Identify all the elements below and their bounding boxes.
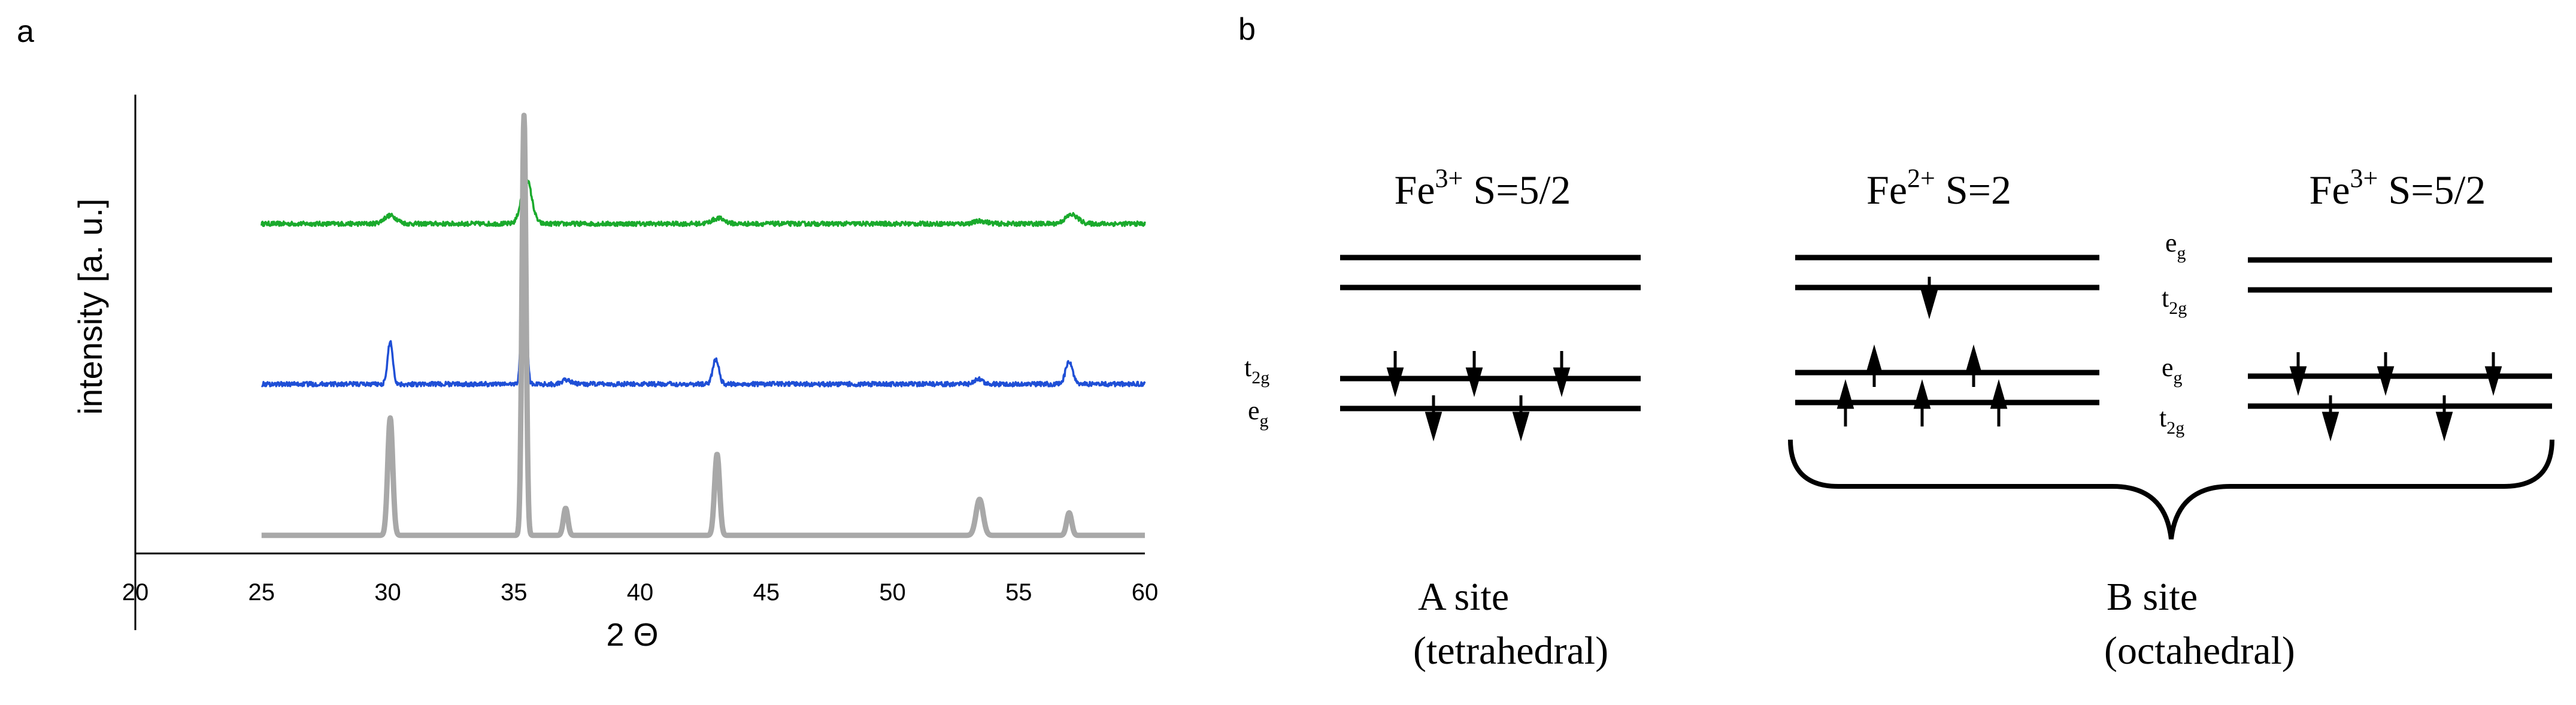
b-site-label-1-main: e <box>2165 228 2177 258</box>
fe3-b-levels <box>2248 257 2552 409</box>
a-site-ion: Fe <box>1395 167 1435 213</box>
b-site-label-1-sub: g <box>2177 243 2186 263</box>
x-axis-label: 2 Θ <box>606 617 658 653</box>
x-tick-label: 60 <box>1132 579 1159 606</box>
x-tick-label: 55 <box>1005 579 1032 606</box>
b-site-label-3-sub: g <box>2174 368 2183 388</box>
b-site-label-2-sub: 2g <box>2169 298 2187 318</box>
spin-arrows <box>1386 277 2502 441</box>
b-site-fe3-spin: S=5/2 <box>2378 167 2486 213</box>
a-site-upper-label-main: t <box>1244 353 1251 382</box>
a-site-spin: S=5/2 <box>1463 167 1571 213</box>
b-site-fe2-ion: Fe <box>1866 167 1907 213</box>
spin-up-arrow <box>1836 379 1854 426</box>
b-site-name: B site <box>2107 575 2198 619</box>
x-tick-labels: 20 25 30 35 40 45 50 55 60 <box>122 579 1159 606</box>
xrd-chart: 20 25 30 35 40 45 50 55 60 2 Θ intensity [a. u.] <box>71 95 1158 653</box>
b-site-fe2-label: Fe2+ S=2 <box>1866 164 2011 213</box>
b-site-fe2-spin: S=2 <box>1935 167 2011 213</box>
spin-down-arrow <box>2484 352 2502 396</box>
spin-up-arrow <box>1965 344 1983 387</box>
a-site-upper-label: t2g <box>1244 353 1269 388</box>
x-tick-label: 20 <box>122 579 149 606</box>
spin-down-arrow <box>2289 352 2307 396</box>
a-site-lower-label-sub: g <box>1260 411 1269 431</box>
spin-down-arrow <box>1465 351 1483 397</box>
b-site-label-4-sub: 2g <box>2166 418 2184 438</box>
x-tick-label: 45 <box>753 579 780 606</box>
b-site-fe3-ion: Fe <box>2310 167 2350 213</box>
b-site-fe3-label: Fe3+ S=5/2 <box>2310 164 2486 213</box>
spin-up-arrow <box>1990 379 2008 426</box>
x-tick-label: 30 <box>374 579 401 606</box>
spin-down-arrow <box>1425 395 1442 441</box>
panel-b-label: b <box>1238 12 1256 47</box>
spin-down-arrow <box>1920 277 1938 319</box>
b-site-geometry: (octahedral) <box>2104 629 2295 673</box>
a-site-lower-label-main: e <box>1248 396 1260 425</box>
spin-down-arrow <box>1386 351 1404 397</box>
energy-level-diagram: Fe3+ S=5/2 Fe2+ S=2 Fe3+ S=5/2 t2g <box>1244 164 2554 673</box>
b-site-fe2-charge: 2+ <box>1907 164 1935 193</box>
b-site-fe3-charge: 3+ <box>2350 164 2378 193</box>
series-line-3 <box>259 113 1147 538</box>
a-site-charge: 3+ <box>1435 164 1463 193</box>
a-site-levels <box>1340 255 1641 411</box>
x-tick-label: 50 <box>879 579 906 606</box>
a-site-name: A site <box>1418 575 1509 619</box>
series-layer <box>259 113 1147 538</box>
a-site-lower-label: eg <box>1248 396 1269 431</box>
spin-up-arrow <box>1865 344 1883 387</box>
x-tick-label: 35 <box>501 579 528 606</box>
b-site-label-2-main: t <box>2162 283 2169 313</box>
spin-down-arrow <box>2435 395 2453 441</box>
b-site-label-3: eg <box>2162 353 2183 388</box>
fe2-levels <box>1795 255 2099 406</box>
spin-down-arrow <box>2322 395 2339 441</box>
a-site-geometry: (tetrahedral) <box>1413 629 1608 673</box>
x-tick-label: 40 <box>627 579 654 606</box>
y-axis-label: intensity [a. u.] <box>71 198 109 414</box>
b-site-label-1: eg <box>2165 228 2186 263</box>
spin-down-arrow <box>1553 351 1571 397</box>
a-site-ion-label: Fe3+ S=5/2 <box>1395 164 1571 213</box>
x-tick-label: 25 <box>248 579 275 606</box>
series-line-2 <box>260 224 1146 388</box>
spin-down-arrow <box>1512 395 1530 441</box>
panel-a-label: a <box>17 14 34 49</box>
spin-up-arrow <box>1913 379 1931 426</box>
b-site-brace <box>1788 439 2554 540</box>
b-site-label-4: t2g <box>2159 403 2184 438</box>
spin-down-arrow <box>2377 352 2395 396</box>
b-site-label-2: t2g <box>2162 283 2187 318</box>
series-line-1 <box>260 177 1146 228</box>
b-site-label-3-main: e <box>2162 353 2174 382</box>
b-site-label-4-main: t <box>2159 403 2166 432</box>
a-site-upper-label-sub: 2g <box>1251 368 1269 388</box>
